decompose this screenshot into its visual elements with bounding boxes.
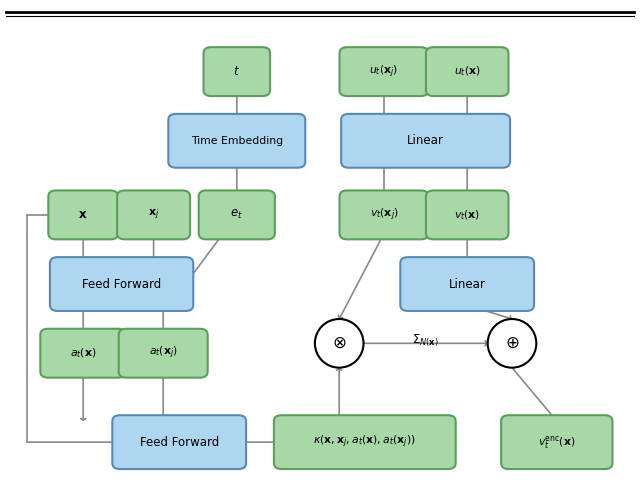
Text: $\kappa(\mathbf{x}, \mathbf{x}_j, a_t(\mathbf{x}), a_t(\mathbf{x}_j))$: $\kappa(\mathbf{x}, \mathbf{x}_j, a_t(\m…	[314, 434, 416, 451]
Text: $v_t(\mathbf{x}_j)$: $v_t(\mathbf{x}_j)$	[370, 206, 398, 223]
Text: $v_t(\mathbf{x})$: $v_t(\mathbf{x})$	[454, 208, 481, 222]
FancyBboxPatch shape	[339, 47, 429, 96]
FancyBboxPatch shape	[341, 114, 510, 168]
Text: $\mathbf{x}$: $\mathbf{x}$	[79, 208, 88, 221]
Text: $\otimes$: $\otimes$	[332, 334, 346, 352]
FancyBboxPatch shape	[198, 191, 275, 240]
Text: $v_t^{\mathrm{enc}}(\mathbf{x})$: $v_t^{\mathrm{enc}}(\mathbf{x})$	[538, 434, 575, 451]
FancyBboxPatch shape	[401, 257, 534, 311]
FancyBboxPatch shape	[426, 191, 509, 240]
Text: Feed Forward: Feed Forward	[140, 436, 219, 449]
FancyBboxPatch shape	[426, 47, 509, 96]
FancyBboxPatch shape	[49, 191, 118, 240]
FancyBboxPatch shape	[113, 415, 246, 469]
FancyBboxPatch shape	[501, 415, 612, 469]
Text: $t$: $t$	[234, 65, 240, 78]
FancyBboxPatch shape	[40, 329, 126, 378]
Text: Linear: Linear	[407, 134, 444, 147]
Text: Time Embedding: Time Embedding	[191, 136, 283, 146]
Text: $u_t(\mathbf{x})$: $u_t(\mathbf{x})$	[454, 65, 481, 79]
Ellipse shape	[315, 319, 364, 368]
FancyBboxPatch shape	[117, 191, 190, 240]
FancyBboxPatch shape	[204, 47, 270, 96]
Text: $\oplus$: $\oplus$	[505, 334, 519, 352]
Text: $u_t(\mathbf{x}_j)$: $u_t(\mathbf{x}_j)$	[369, 63, 399, 80]
FancyBboxPatch shape	[50, 257, 193, 311]
Text: Feed Forward: Feed Forward	[82, 278, 161, 290]
Text: $\Sigma_{N(\mathbf{x})}$: $\Sigma_{N(\mathbf{x})}$	[412, 332, 439, 349]
FancyBboxPatch shape	[274, 415, 456, 469]
Ellipse shape	[488, 319, 536, 368]
Text: Linear: Linear	[449, 278, 486, 290]
Text: $\mathbf{x}_j$: $\mathbf{x}_j$	[148, 207, 159, 222]
FancyBboxPatch shape	[168, 114, 305, 168]
Text: $a_t(\mathbf{x}_j)$: $a_t(\mathbf{x}_j)$	[148, 345, 178, 362]
FancyBboxPatch shape	[119, 329, 207, 378]
FancyBboxPatch shape	[339, 191, 429, 240]
Text: $a_t(\mathbf{x})$: $a_t(\mathbf{x})$	[70, 346, 97, 360]
Text: $e_t$: $e_t$	[230, 208, 243, 221]
